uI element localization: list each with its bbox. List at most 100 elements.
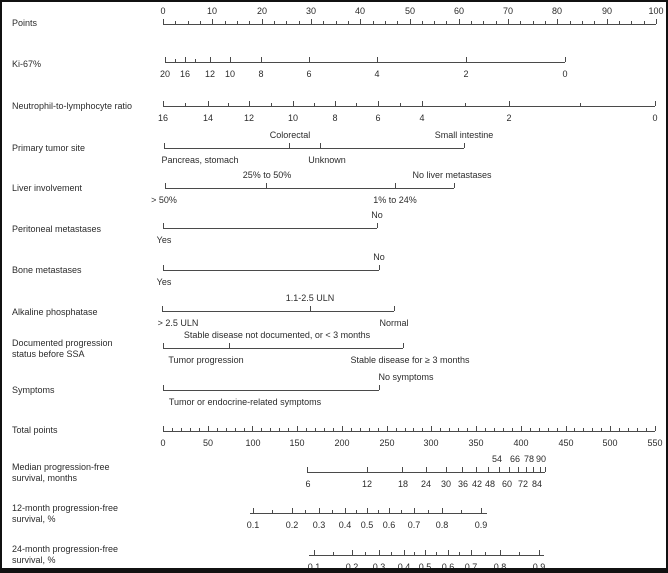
median-pfs-tick-label: 60: [501, 479, 513, 489]
total-points-tick: [288, 428, 290, 431]
total-points-tick-label: 200: [334, 438, 350, 448]
pfs-24-month-tick: [314, 550, 315, 555]
pfs-24-month-tick-label: 0.4: [397, 562, 411, 572]
pfs-12-month-tick: [253, 508, 254, 513]
median-pfs-tick: [526, 467, 527, 472]
progression-status-tick: [163, 343, 164, 348]
points-tick-label: 30: [305, 6, 317, 16]
median-pfs-tick: [476, 467, 477, 472]
points-tick: [421, 21, 423, 24]
total-points-tick: [171, 428, 173, 431]
median-pfs-tick-label: 72: [517, 479, 529, 489]
pfs-24-month-tick-label: 0.1: [307, 562, 321, 572]
primary-tumor-site-axis: [164, 148, 464, 149]
liver-involvement-tick: [454, 183, 455, 188]
points-tick-label: 40: [354, 6, 366, 16]
total-points-tick: [225, 428, 227, 431]
liver-involvement-tick: [165, 183, 166, 188]
total-points-tick-label: 400: [513, 438, 529, 448]
total-points-tick-label: 350: [468, 438, 484, 448]
alkaline-phosphatase-tick: [310, 306, 311, 311]
primary-tumor-site-tick: [320, 143, 321, 148]
total-points-tick: [252, 426, 254, 431]
peritoneal-metastases-tick-label: Yes: [156, 235, 172, 245]
ki67-tick-label: 4: [374, 69, 380, 79]
pfs-24-month-tick-label: 0.2: [345, 562, 359, 572]
median-pfs-label: Median progression-free survival, months: [12, 462, 110, 483]
points-axis: [163, 24, 656, 25]
total-points-tick-label: 450: [558, 438, 574, 448]
pfs-24-month-tick: [459, 552, 460, 555]
total-points-tick-label: 550: [647, 438, 663, 448]
points-label: Points: [12, 17, 38, 28]
pfs-12-month-tick: [389, 508, 390, 513]
liver-involvement-tick-label: 25% to 50%: [242, 170, 292, 180]
pfs-24-month-tick-label: 0.7: [464, 562, 478, 572]
median-pfs-tick-label: 84: [531, 479, 543, 489]
bone-metastases-tick-label: No: [373, 252, 385, 262]
pfs-24-month-tick: [425, 550, 426, 555]
total-points-tick: [180, 428, 182, 431]
bone-metastases-tick-label: Yes: [156, 277, 172, 287]
pfs-24-month-tick: [539, 550, 540, 555]
median-pfs-tick: [488, 467, 489, 472]
ki67-label: Ki-67%: [12, 58, 42, 69]
pfs-12-month-axis: [250, 513, 487, 514]
pfs-24-month-tick: [333, 552, 334, 555]
points-tick: [347, 21, 349, 24]
median-pfs-tick: [367, 467, 368, 472]
pfs-12-month-tick: [367, 508, 368, 513]
pfs-24-month-tick: [519, 552, 520, 555]
total-points-tick: [485, 428, 487, 431]
total-points-tick: [279, 428, 281, 431]
total-points-tick-label: 50: [202, 438, 214, 448]
nlr-tick: [400, 103, 401, 106]
nlr-tick-label: 8: [332, 113, 338, 123]
nlr-tick: [249, 101, 250, 106]
primary-tumor-site-tick-label: Small intestine: [434, 130, 494, 140]
ki67-axis: [165, 62, 565, 63]
points-tick: [582, 21, 584, 24]
ki67-tick: [175, 59, 176, 62]
points-tick: [249, 21, 251, 24]
progression-status-tick-label: Stable disease not documented, or < 3 mo…: [183, 330, 371, 340]
alkaline-phosphatase-tick: [162, 306, 163, 311]
total-points-tick: [413, 428, 415, 431]
progression-status-tick-label: Stable disease for ≥ 3 months: [350, 355, 470, 365]
total-points-tick: [502, 428, 504, 431]
total-points-tick: [368, 428, 370, 431]
pfs-12-month-tick-label: 0.8: [435, 520, 449, 530]
points-tick: [446, 21, 448, 24]
total-points-tick: [350, 428, 352, 431]
points-tick: [273, 21, 275, 24]
total-points-tick: [422, 428, 424, 431]
total-points-tick: [529, 428, 531, 431]
ki67-tick-label: 8: [258, 69, 264, 79]
points-tick: [545, 21, 547, 24]
pfs-24-month-tick-label: 0.5: [418, 562, 432, 572]
total-points-tick: [207, 426, 209, 431]
points-tick: [471, 21, 473, 24]
nlr-tick-label: 16: [157, 113, 169, 123]
points-tick-label: 100: [648, 6, 664, 16]
nlr-tick-label: 0: [652, 113, 658, 123]
pfs-12-month-tick-label: 0.4: [338, 520, 352, 530]
pfs-24-month-axis: [309, 555, 544, 556]
points-tick: [175, 21, 177, 24]
points-tick: [495, 21, 497, 24]
nlr-tick: [293, 101, 294, 106]
alkaline-phosphatase-axis: [162, 311, 394, 312]
progression-status-tick: [403, 343, 404, 348]
points-tick: [286, 21, 288, 24]
bone-metastases-label: Bone metastases: [12, 264, 82, 275]
primary-tumor-site-label: Primary tumor site: [12, 142, 86, 153]
median-pfs-tick-label: 6: [305, 479, 311, 489]
points-tick: [212, 19, 214, 24]
total-points-tick-label: 150: [289, 438, 305, 448]
points-tick: [199, 21, 201, 24]
total-points-label: Total points: [12, 424, 58, 435]
ki67-tick-label: 20: [159, 69, 171, 79]
points-tick: [606, 19, 608, 24]
pfs-24-month-tick: [500, 550, 501, 555]
